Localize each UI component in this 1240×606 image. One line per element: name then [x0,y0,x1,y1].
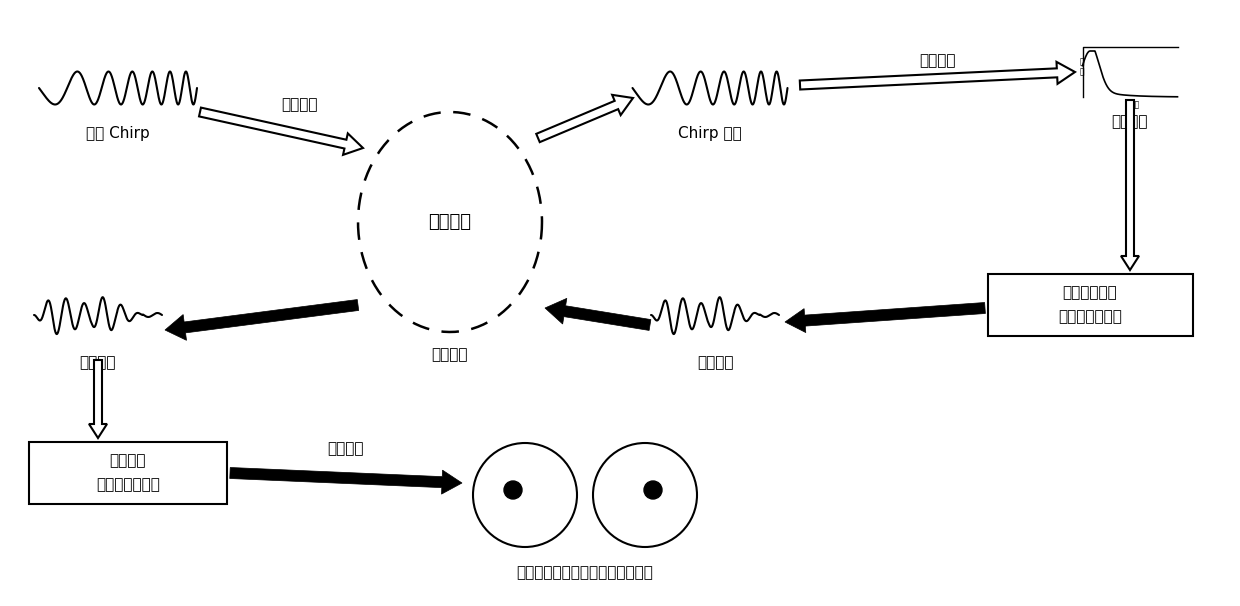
Text: 分析幅值与相位: 分析幅值与相位 [95,478,160,493]
FancyBboxPatch shape [29,442,227,504]
Polygon shape [89,360,107,438]
Text: 线形 Chirp: 线形 Chirp [86,126,150,141]
Text: 幅频曲线: 幅频曲线 [1112,114,1148,129]
Circle shape [472,443,577,547]
Text: 一次激励: 一次激励 [281,97,319,112]
FancyBboxPatch shape [987,274,1193,336]
Polygon shape [800,62,1075,90]
Text: 图像重建: 图像重建 [327,441,365,456]
Text: 数值分析: 数值分析 [920,53,956,68]
Polygon shape [546,298,651,330]
Text: 频率: 频率 [1131,100,1140,109]
Polygon shape [536,95,632,142]
Text: 分析敏感带宽: 分析敏感带宽 [1063,285,1117,301]
Polygon shape [229,467,463,494]
Circle shape [593,443,697,547]
Text: 频差法：分别基于幅值、相位重建: 频差法：分别基于幅值、相位重建 [517,565,653,580]
Polygon shape [165,299,358,341]
Text: 被测介质: 被测介质 [429,213,471,231]
Polygon shape [785,302,986,333]
Text: Chirp 响应: Chirp 响应 [678,126,742,141]
Text: 正交解调: 正交解调 [110,453,146,468]
Polygon shape [200,108,363,155]
Text: 混频响应: 混频响应 [79,355,117,370]
Text: 二次激励: 二次激励 [432,347,469,362]
Text: 混频信号: 混频信号 [697,355,733,370]
Polygon shape [1121,100,1140,270]
Text: 幅
值: 幅 值 [1080,58,1084,77]
Circle shape [644,481,662,499]
Text: 自定义混频信号: 自定义混频信号 [1058,310,1122,324]
Circle shape [503,481,522,499]
